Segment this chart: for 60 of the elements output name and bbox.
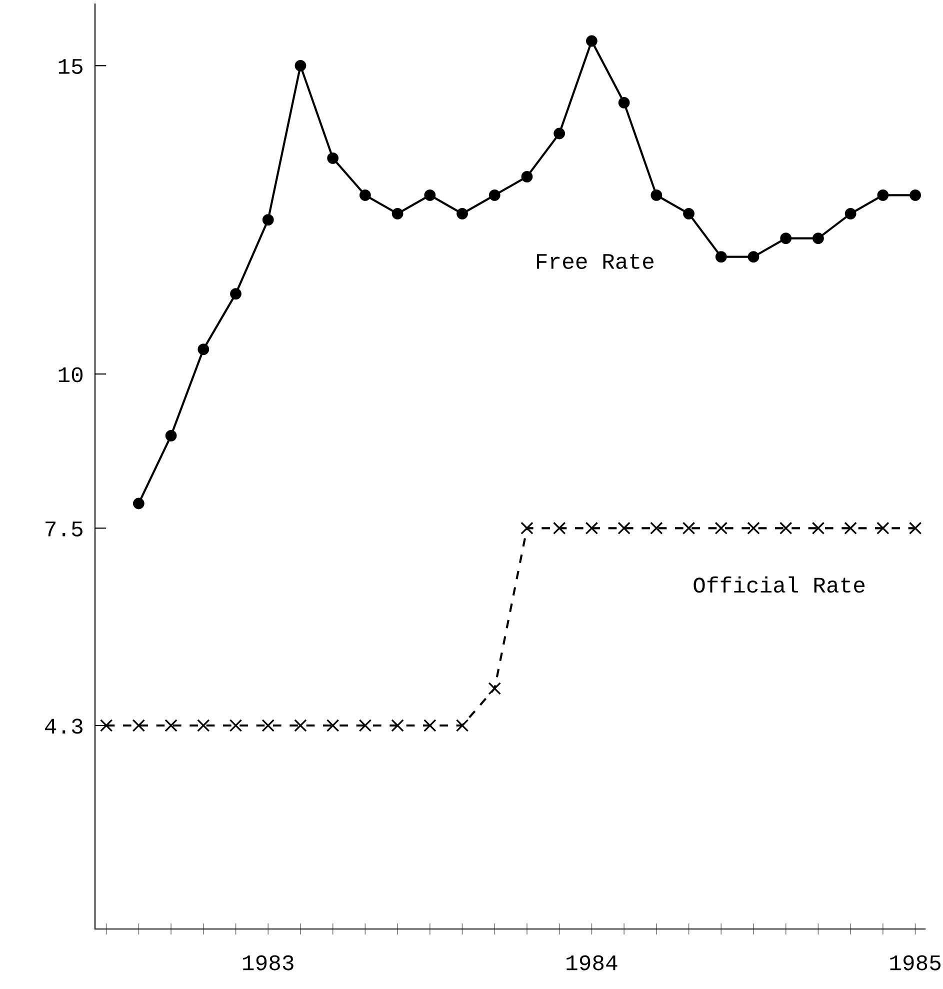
x-tick-label: 1984 (566, 955, 618, 970)
point (650, 189, 662, 201)
point (618, 522, 630, 535)
point (747, 522, 760, 535)
point (715, 251, 727, 263)
point (520, 522, 534, 535)
x-tick-label: 1985 (890, 955, 941, 970)
point (488, 189, 500, 201)
point (164, 719, 178, 732)
text: Free Rate (537, 254, 654, 269)
point (132, 498, 144, 510)
point (844, 522, 857, 535)
point (910, 189, 921, 201)
point (585, 522, 598, 535)
point (748, 251, 760, 263)
point (650, 522, 663, 535)
point (230, 288, 242, 300)
point (327, 152, 339, 164)
point (812, 522, 825, 535)
point (360, 189, 371, 201)
y-tick-label: 7.5 (46, 522, 82, 536)
point (586, 35, 598, 47)
point (554, 128, 566, 140)
point (424, 189, 436, 201)
point (908, 522, 922, 535)
point (262, 719, 275, 732)
point (456, 719, 469, 732)
point (683, 208, 694, 220)
point (392, 208, 404, 220)
point (294, 719, 307, 732)
point (779, 522, 792, 535)
point (521, 170, 533, 182)
point (456, 208, 468, 220)
point (229, 719, 242, 732)
point (132, 719, 146, 732)
point (682, 522, 696, 535)
y-tick-label: 10 (58, 367, 83, 382)
point (100, 719, 113, 732)
point (552, 522, 566, 535)
point (262, 214, 274, 226)
point (326, 719, 340, 732)
point (197, 719, 210, 732)
series-label: Official Rate (694, 576, 864, 593)
y-tick-label: 4.3 (44, 718, 82, 734)
point (780, 232, 792, 244)
point (294, 60, 306, 72)
point (877, 189, 889, 201)
point (844, 208, 856, 220)
point (358, 719, 372, 732)
point (488, 682, 502, 695)
point (618, 96, 630, 108)
point (876, 522, 890, 535)
y-tick-label: 15 (58, 59, 82, 74)
point (424, 719, 436, 732)
x-tick-label: 1983 (243, 955, 294, 970)
point (812, 232, 824, 244)
point (165, 430, 177, 442)
point (198, 344, 210, 356)
point (714, 522, 728, 535)
point (391, 719, 404, 732)
